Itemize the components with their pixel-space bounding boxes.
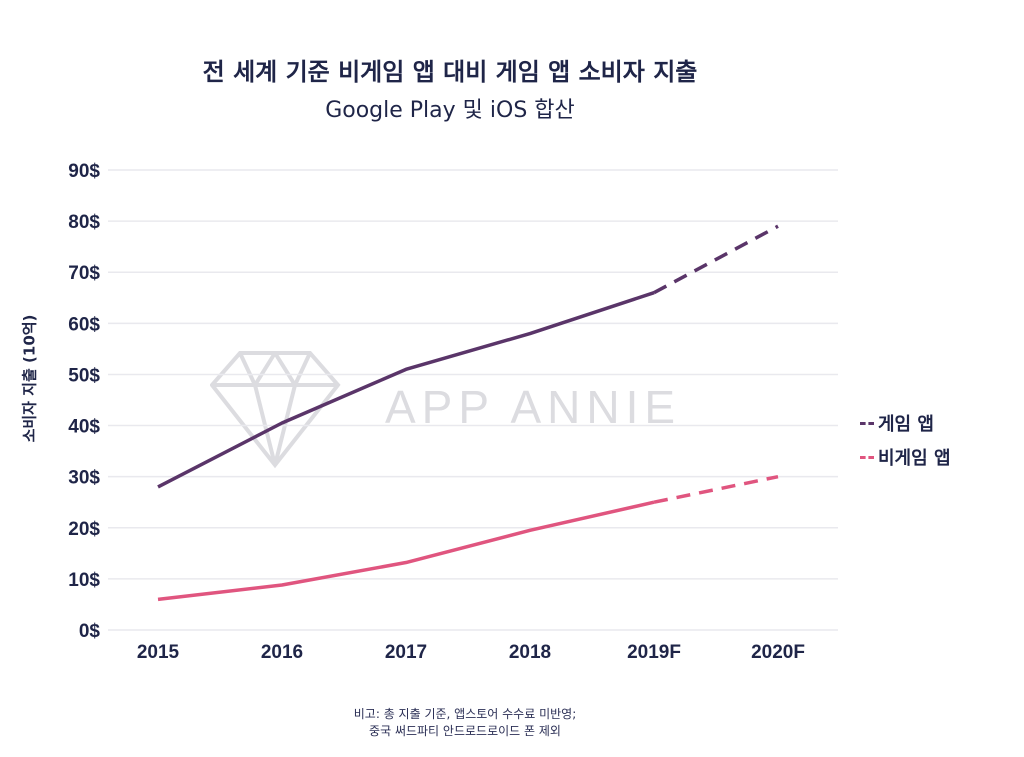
y-tick-label: 70$ [68,263,100,284]
series-lines [157,224,779,602]
y-tick-label: 10$ [68,570,100,591]
series-line-game [157,291,655,489]
footnote-line-1: 비고: 총 지출 기준, 앱스토어 수수료 미반영; [353,707,577,721]
x-tick-label: 2018 [509,642,551,663]
legend-label-game: 게임 앱 [878,414,934,435]
watermark-text: APP ANNIE [385,381,681,433]
x-tick-label: 2016 [261,642,303,663]
app-annie-watermark: APP ANNIE [210,351,681,469]
series-line-nongame [157,500,655,602]
y-tick-label: 50$ [68,365,100,386]
x-tick-label: 2015 [137,642,180,663]
x-tick-label: 2019F [627,642,681,663]
forecast-line-nongame [653,474,779,504]
y-tick-label: 30$ [68,468,100,489]
x-tick-label: 2017 [385,642,427,663]
x-tick-labels: 2015 2016 2017 2018 2019F 2020F [137,642,805,663]
y-tick-label: 60$ [68,314,100,335]
legend-swatch-nongame [860,456,874,462]
y-tick-labels: 0$ 10$ 20$ 30$ 40$ 50$ 60$ 70$ 80$ 90$ [68,161,100,642]
gridlines [108,169,838,631]
chart-title: 전 세계 기준 비게임 앱 대비 게임 앱 소비자 지출 [202,58,698,86]
x-tick-label: 2020F [751,642,805,663]
footnote: 비고: 총 지출 기준, 앱스토어 수수료 미반영; 중국 써드파티 안드로드로… [0,706,930,740]
y-tick-label: 0$ [79,621,101,642]
legend-item-game: 게임 앱 [860,410,934,436]
y-tick-label: 90$ [68,161,100,182]
y-tick-label: 80$ [68,212,100,233]
chart-subtitle: Google Play 및 iOS 합산 [325,98,575,123]
forecast-line-game [653,224,779,295]
y-tick-label: 20$ [68,519,100,540]
legend-label-nongame: 비게임 앱 [878,448,951,469]
y-tick-label: 40$ [68,417,100,438]
legend-swatch-game [860,422,874,428]
legend-item-nongame: 비게임 앱 [860,444,951,470]
footnote-line-2: 중국 써드파티 안드로드로이드 폰 제외 [369,724,561,738]
